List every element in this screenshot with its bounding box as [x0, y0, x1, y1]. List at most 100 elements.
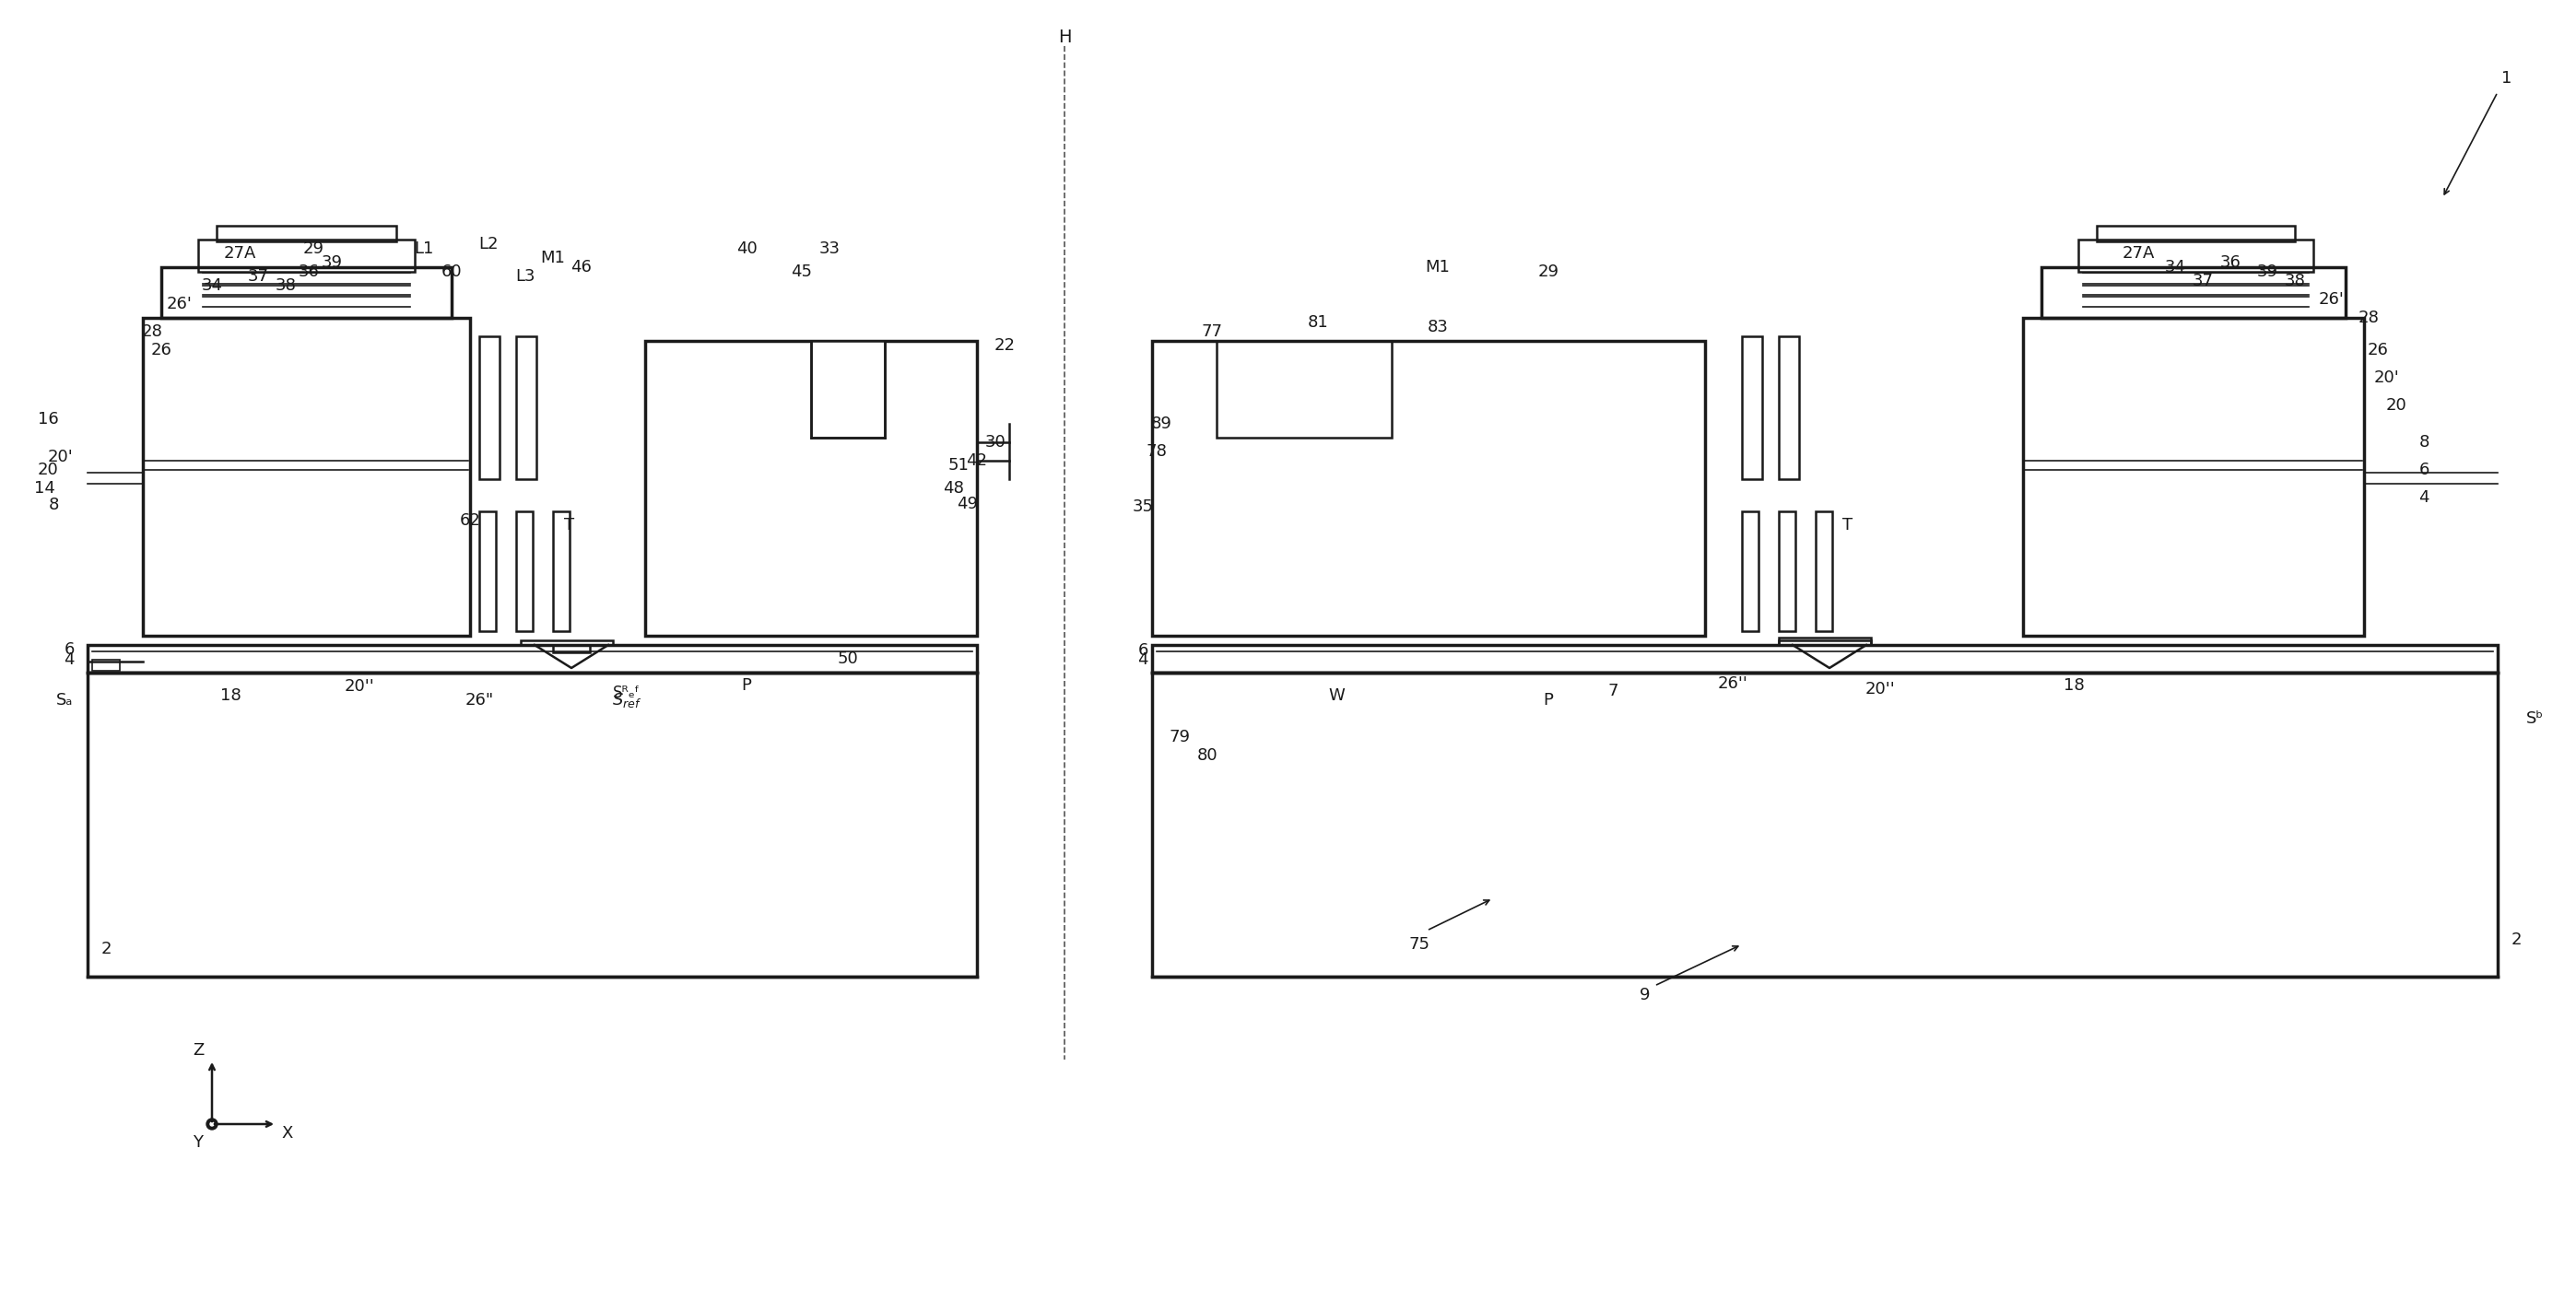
- Text: 2: 2: [2512, 932, 2522, 949]
- Text: 26: 26: [2367, 342, 2388, 358]
- Bar: [1780, 512, 1795, 632]
- Text: 6: 6: [1139, 642, 1149, 659]
- Text: 38: 38: [2285, 273, 2306, 289]
- Text: 39: 39: [2257, 263, 2277, 280]
- Text: 7: 7: [1607, 683, 1618, 700]
- Bar: [479, 512, 495, 632]
- Text: 27A: 27A: [224, 245, 255, 262]
- Text: 18: 18: [2063, 677, 2084, 693]
- Circle shape: [211, 1123, 214, 1125]
- Text: W: W: [1329, 687, 1345, 704]
- Text: Sₐ: Sₐ: [57, 692, 72, 709]
- Bar: [811, 340, 884, 438]
- Text: 26: 26: [152, 342, 173, 358]
- Text: L2: L2: [479, 236, 497, 253]
- Bar: [198, 240, 415, 272]
- Text: 20: 20: [39, 461, 59, 478]
- Text: 8: 8: [2419, 434, 2429, 451]
- Bar: [644, 340, 976, 635]
- Text: 81: 81: [1309, 315, 1329, 331]
- Text: 51: 51: [948, 458, 969, 473]
- Text: 20'': 20'': [345, 678, 374, 695]
- Text: 18: 18: [219, 687, 242, 704]
- Text: Y: Y: [193, 1134, 204, 1151]
- Text: 1: 1: [2501, 70, 2512, 86]
- Text: 79: 79: [1170, 728, 1190, 745]
- Text: 36: 36: [299, 263, 319, 280]
- Text: 26'': 26'': [1718, 675, 1749, 692]
- Text: T: T: [1842, 517, 1852, 534]
- Text: 35: 35: [1133, 499, 1154, 516]
- Text: 39: 39: [322, 254, 343, 271]
- Text: P: P: [742, 677, 752, 693]
- Text: 37: 37: [2192, 273, 2213, 289]
- Text: M1: M1: [541, 250, 564, 267]
- Text: L1: L1: [415, 241, 433, 257]
- Text: 89: 89: [1151, 415, 1172, 432]
- Text: 28: 28: [2357, 309, 2380, 326]
- Bar: [1780, 336, 1798, 480]
- Text: 2: 2: [100, 941, 111, 958]
- Text: 20'': 20'': [1865, 681, 1896, 697]
- Bar: [93, 660, 121, 670]
- Text: 83: 83: [1427, 318, 1448, 335]
- Text: 77: 77: [1200, 324, 1224, 340]
- Text: 20': 20': [2375, 370, 2401, 385]
- Text: Z: Z: [193, 1042, 204, 1058]
- Text: 16: 16: [39, 411, 59, 428]
- Bar: [142, 318, 469, 635]
- Text: 26': 26': [167, 295, 193, 312]
- Text: $S_{ref}$: $S_{ref}$: [611, 691, 641, 709]
- Text: 29: 29: [1538, 263, 1558, 280]
- Text: 36: 36: [2221, 254, 2241, 271]
- Text: 6: 6: [2419, 461, 2429, 478]
- Text: 26": 26": [464, 692, 495, 709]
- Text: 46: 46: [569, 259, 590, 276]
- Bar: [2022, 318, 2365, 635]
- Text: 14: 14: [33, 480, 54, 496]
- Bar: [1151, 673, 2499, 977]
- Text: 48: 48: [943, 480, 963, 496]
- Text: H: H: [1059, 28, 1072, 45]
- Bar: [2040, 267, 2347, 318]
- Text: 80: 80: [1198, 748, 1218, 764]
- Bar: [515, 512, 533, 632]
- Text: 22: 22: [994, 338, 1015, 353]
- Text: 34: 34: [2164, 259, 2184, 276]
- Bar: [1780, 641, 1870, 644]
- Text: 37: 37: [247, 268, 268, 285]
- Text: 78: 78: [1146, 443, 1167, 460]
- Text: 9: 9: [1641, 987, 1651, 1003]
- Bar: [2097, 226, 2295, 241]
- Text: 62: 62: [459, 512, 482, 528]
- Bar: [1151, 644, 2499, 673]
- Text: 8: 8: [49, 496, 59, 513]
- Text: T: T: [564, 517, 574, 534]
- Text: 45: 45: [791, 263, 811, 280]
- Text: 40: 40: [737, 241, 757, 257]
- Text: 75: 75: [1409, 936, 1430, 953]
- Text: 38: 38: [276, 277, 296, 294]
- Text: 28: 28: [142, 324, 162, 340]
- FancyBboxPatch shape: [88, 673, 976, 977]
- Text: P: P: [1543, 692, 1553, 709]
- Bar: [216, 226, 397, 241]
- Text: M1: M1: [1425, 259, 1450, 276]
- Text: 26': 26': [2318, 291, 2344, 308]
- Text: 6: 6: [64, 641, 75, 657]
- Text: 20: 20: [2385, 397, 2406, 414]
- Bar: [162, 267, 451, 318]
- Bar: [2079, 240, 2313, 272]
- Text: 30: 30: [984, 434, 1005, 451]
- Bar: [554, 644, 590, 652]
- Text: X: X: [281, 1125, 294, 1142]
- Text: 42: 42: [966, 452, 987, 469]
- Text: 49: 49: [958, 496, 979, 512]
- Text: 4: 4: [1139, 651, 1149, 668]
- Text: 33: 33: [819, 241, 840, 257]
- Bar: [479, 336, 500, 480]
- Text: 34: 34: [201, 277, 222, 294]
- Bar: [88, 644, 976, 673]
- Bar: [1816, 512, 1832, 632]
- Text: 4: 4: [2419, 490, 2429, 505]
